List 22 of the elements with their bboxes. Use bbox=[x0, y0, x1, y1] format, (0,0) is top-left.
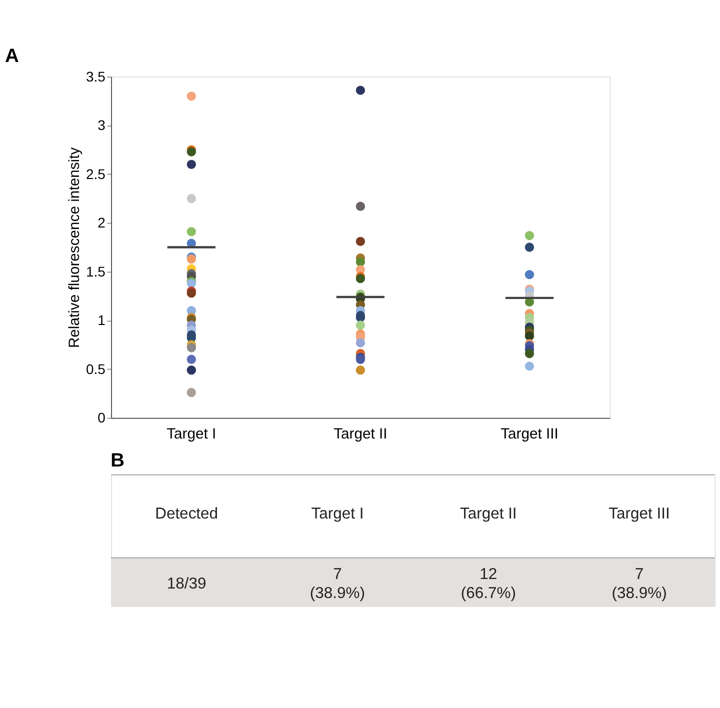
y-tick-label: 2 bbox=[98, 214, 106, 231]
text: 7 (38.9%) bbox=[310, 566, 366, 602]
y-tick-label: 3.5 bbox=[86, 68, 106, 84]
text: Target I bbox=[311, 505, 364, 522]
y-tick-label: 1 bbox=[98, 312, 106, 328]
y-tick-label: 0 bbox=[98, 410, 106, 426]
x-tick-label: Target II bbox=[334, 426, 388, 442]
y-tick-label: 0.5 bbox=[86, 360, 106, 377]
y-tick-label: 1.5 bbox=[86, 263, 106, 280]
text: Detected bbox=[155, 505, 218, 522]
text: 7 (38.9%) bbox=[612, 566, 667, 602]
x-tick-label: Target III bbox=[500, 426, 558, 442]
text: Target II bbox=[460, 505, 517, 522]
x-tick-label: Target I bbox=[166, 426, 216, 442]
text: 18/39 bbox=[166, 575, 206, 592]
text: 12 (66.7%) bbox=[460, 566, 516, 602]
text: Target III bbox=[608, 505, 670, 522]
y-tick-label: 3 bbox=[98, 117, 106, 134]
y-axis-title: Relative fluorescence intensity bbox=[66, 146, 83, 348]
y-tick-label: 2.5 bbox=[86, 166, 106, 182]
chart-title: A bbox=[5, 46, 20, 67]
text: B bbox=[110, 450, 125, 472]
